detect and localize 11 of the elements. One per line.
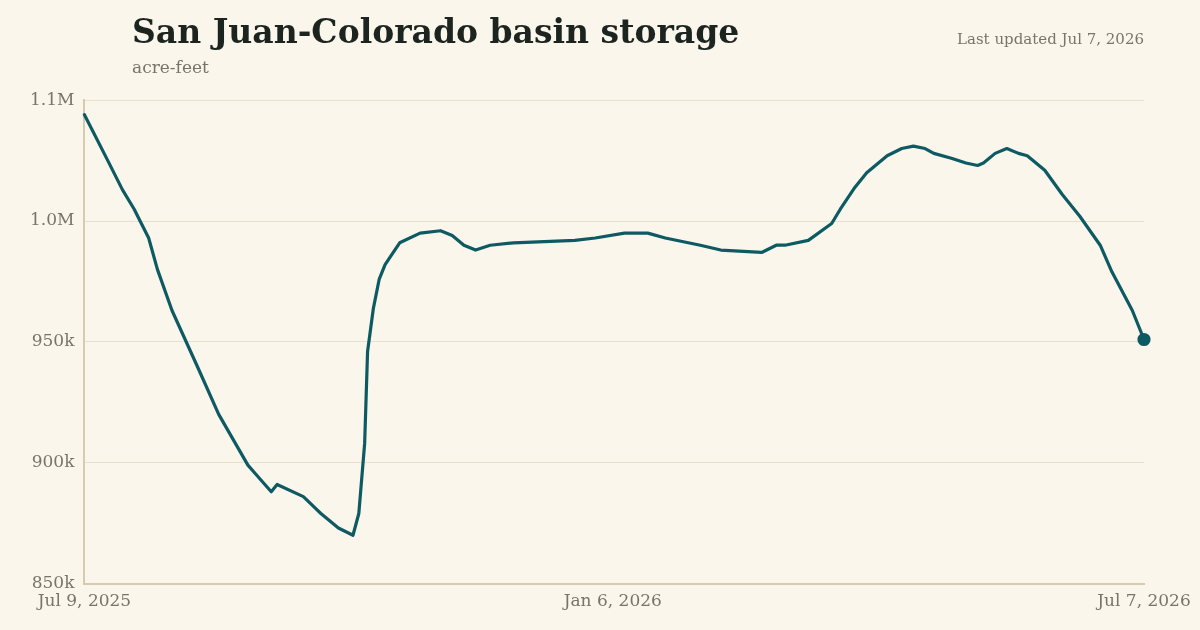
y-tick-label: 1.0M: [29, 209, 75, 230]
y-tick-label: 1.1M: [29, 88, 75, 109]
y-tick-label: 950k: [31, 330, 76, 351]
x-tick-label: Jan 6, 2026: [561, 590, 662, 611]
chart-title: San Juan-Colorado basin storage: [132, 12, 740, 51]
chart-subtitle: acre-feet: [132, 57, 209, 77]
x-tick-label: Jul 9, 2025: [35, 590, 132, 611]
x-tick-label: Jul 7, 2026: [1095, 590, 1191, 611]
text: Last updated Jul 7, 2026: [957, 30, 1144, 48]
y-tick-label: 850k: [31, 572, 76, 593]
y-tick-label: 900k: [31, 451, 76, 472]
